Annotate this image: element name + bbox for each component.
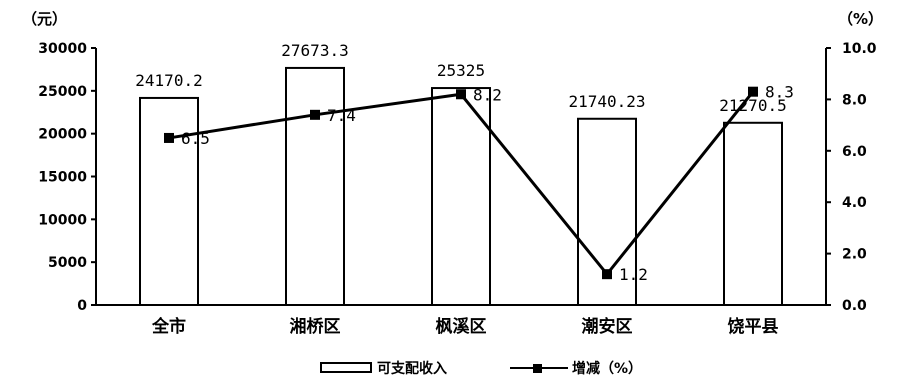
bar: [285, 66, 345, 306]
right-axis-unit: （%）: [838, 10, 883, 28]
bar-value-label: 27673.3: [281, 41, 348, 60]
right-axis-ticks: 0.0 2.0 4.0 6.0 8.0 10.0: [826, 41, 877, 314]
line-point-marker: [602, 269, 612, 280]
bar: [431, 87, 491, 306]
line-point-marker: [456, 89, 466, 100]
legend-line-marker: [533, 364, 542, 373]
line-point-marker: [748, 86, 758, 97]
category-label: 潮安区: [582, 316, 633, 337]
line-value-label: 8.3: [765, 83, 794, 102]
bar-value-label: 21740.23: [568, 92, 645, 111]
right-tick-label: 10.0: [842, 41, 877, 57]
left-axis-unit: （元）: [22, 10, 67, 28]
right-tick-label: 8.0: [842, 92, 867, 108]
line-value-label: 1.2: [619, 265, 648, 284]
legend-line-label: 增减（%）: [572, 360, 642, 377]
right-tick-label: 0.0: [842, 298, 867, 314]
line-point-marker: [164, 132, 174, 143]
line-value-label: 6.5: [181, 129, 210, 148]
category-label: 枫溪区: [436, 316, 487, 337]
legend-bar-label: 可支配收入: [377, 360, 447, 377]
left-tick-label: 20000: [38, 127, 87, 143]
left-tick-label: 5000: [48, 255, 87, 271]
left-tick-label: 10000: [38, 212, 87, 228]
legend: 可支配收入 增减（%）: [320, 360, 642, 377]
bar-value-label: 25325: [437, 61, 485, 80]
legend-bar-swatch: [320, 362, 372, 373]
bar-series: 24170.2 27673.3 25325 21740.23 21270.5: [135, 41, 787, 306]
category-label: 饶平县: [728, 316, 779, 337]
line-value-label: 8.2: [473, 85, 502, 104]
line-series: 6.5 7.4 8.2 1.2 8.3: [164, 83, 794, 284]
left-tick-label: 0: [77, 298, 87, 314]
right-tick-label: 6.0: [842, 144, 867, 160]
bar-value-label: 21270.5: [719, 96, 786, 115]
category-labels: 全市 湘桥区 枫溪区 潮安区 饶平县: [151, 316, 779, 337]
left-axis-ticks: 0 5000 10000 15000 20000 25000 30000: [38, 41, 96, 314]
bar: [723, 121, 783, 306]
bar: [139, 96, 199, 306]
category-label: 全市: [151, 316, 186, 337]
bar-value-label: 24170.2: [135, 71, 202, 90]
left-tick-label: 25000: [38, 84, 87, 100]
line-value-label: 7.4: [327, 106, 356, 125]
line-point-marker: [310, 109, 320, 120]
left-tick-label: 15000: [38, 170, 87, 186]
right-tick-label: 2.0: [842, 247, 867, 263]
right-tick-label: 4.0: [842, 195, 867, 211]
left-tick-label: 30000: [38, 41, 87, 57]
category-label: 湘桥区: [290, 316, 341, 337]
